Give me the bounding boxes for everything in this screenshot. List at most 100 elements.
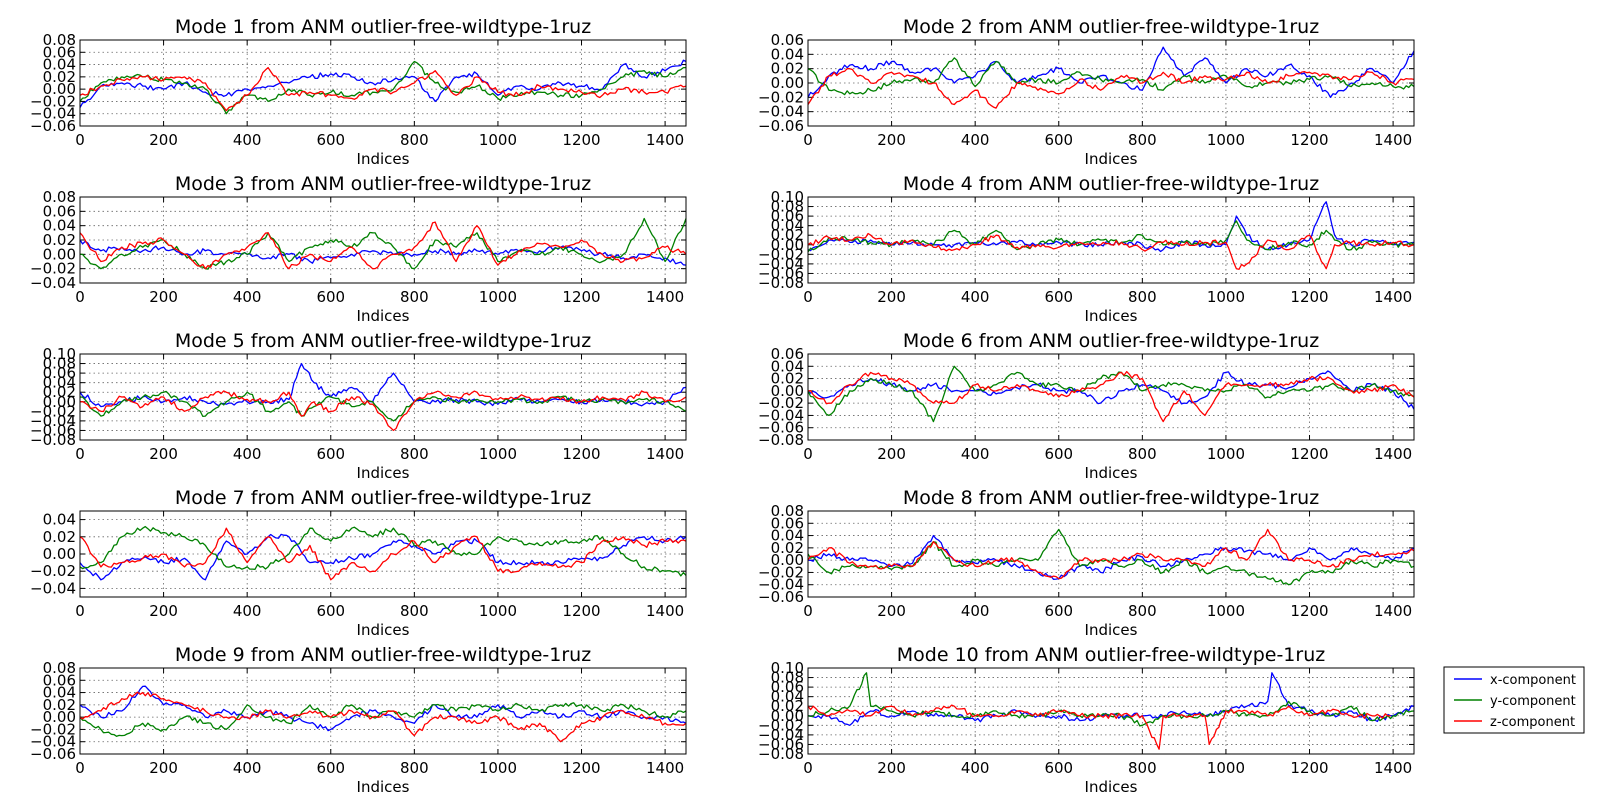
x-tick-label: 400 bbox=[233, 131, 262, 149]
subplot-title: Mode 1 from ANM outlier-free-wildtype-1r… bbox=[175, 16, 591, 38]
y-tick-label: 0.02 bbox=[771, 697, 804, 715]
y-tick-label: −0.02 bbox=[30, 92, 76, 110]
x-tick-label: 1200 bbox=[562, 602, 600, 620]
y-tick-label: 0.06 bbox=[771, 207, 804, 225]
y-tick-label: −0.04 bbox=[758, 576, 804, 594]
x-axis-label: Indices bbox=[1085, 307, 1138, 325]
plot-frame bbox=[807, 510, 1415, 598]
y-tick-label: 0.04 bbox=[771, 688, 804, 706]
y-tick-label: −0.04 bbox=[758, 255, 804, 273]
x-tick-label: 1400 bbox=[646, 445, 684, 463]
plot-frame bbox=[79, 39, 687, 127]
y-tick-label: 0.02 bbox=[43, 231, 76, 249]
x-tick-label: 1200 bbox=[562, 445, 600, 463]
x-tick-label: 1200 bbox=[1290, 602, 1328, 620]
x-tick-label: 600 bbox=[1044, 131, 1073, 149]
subplot-title: Mode 9 from ANM outlier-free-wildtype-1r… bbox=[175, 644, 591, 666]
series-line-x-component bbox=[807, 46, 1415, 98]
y-tick-label: 0.06 bbox=[771, 678, 804, 696]
subplot-mode-10: 0.100.080.060.040.020.00−0.02−0.04−0.06−… bbox=[758, 644, 1415, 796]
x-tick-label: 800 bbox=[400, 445, 429, 463]
x-tick-label: 1400 bbox=[646, 131, 684, 149]
plot-area bbox=[80, 40, 686, 126]
y-tick-label: 0.00 bbox=[43, 545, 76, 563]
y-tick-label: 0.04 bbox=[771, 357, 804, 375]
x-tick-label: 0 bbox=[803, 602, 813, 620]
series-line-z-component bbox=[807, 232, 1415, 270]
x-tick-label: 1400 bbox=[1374, 602, 1412, 620]
y-tick-label: −0.08 bbox=[758, 745, 804, 763]
y-tick-label: −0.02 bbox=[30, 562, 76, 580]
x-tick-label: 800 bbox=[1128, 445, 1157, 463]
y-tick-label: −0.04 bbox=[30, 412, 76, 430]
y-tick-label: −0.06 bbox=[758, 735, 804, 753]
subplot-title: Mode 6 from ANM outlier-free-wildtype-1r… bbox=[903, 330, 1319, 352]
y-tick-label: 0.06 bbox=[43, 43, 76, 61]
y-tick-label: 0.00 bbox=[771, 382, 804, 400]
y-tick-label: 0.04 bbox=[43, 684, 76, 702]
y-tick-label: 0.04 bbox=[771, 45, 804, 63]
plot-area bbox=[808, 511, 1414, 597]
x-tick-label: 1200 bbox=[562, 288, 600, 306]
y-tick-label: −0.06 bbox=[758, 117, 804, 135]
y-tick-label: 0.02 bbox=[771, 370, 804, 388]
x-tick-label: 1200 bbox=[562, 131, 600, 149]
x-tick-label: 400 bbox=[233, 445, 262, 463]
series-line-z-component bbox=[79, 390, 687, 432]
x-tick-label: 200 bbox=[877, 445, 906, 463]
y-tick-label: −0.02 bbox=[758, 716, 804, 734]
x-tick-label: 0 bbox=[75, 288, 85, 306]
subplot-mode-9: 0.080.060.040.020.00−0.02−0.04−0.060 200 4… bbox=[30, 644, 687, 796]
x-tick-label: 600 bbox=[316, 445, 345, 463]
plot-frame bbox=[79, 196, 687, 284]
subplot-mode-3: 0.080.060.040.020.00−0.02−0.040 200 400 600… bbox=[30, 173, 687, 325]
y-tick-label: 0.04 bbox=[771, 527, 804, 545]
x-tick-label: 1000 bbox=[1207, 602, 1245, 620]
y-tick-label: 0.04 bbox=[43, 56, 76, 74]
x-tick-label: 1400 bbox=[646, 602, 684, 620]
x-tick-label: 0 bbox=[75, 445, 85, 463]
y-tick-label: 0.08 bbox=[43, 188, 76, 206]
y-tick-label: 0.04 bbox=[43, 511, 76, 529]
y-tick-label: −0.02 bbox=[758, 563, 804, 581]
x-tick-label: 400 bbox=[961, 131, 990, 149]
series-line-y-component bbox=[807, 365, 1415, 423]
y-tick-label: 0.02 bbox=[43, 696, 76, 714]
x-tick-label: 200 bbox=[877, 288, 906, 306]
x-axis-label: Indices bbox=[1085, 150, 1138, 168]
x-tick-label: 1000 bbox=[1207, 131, 1245, 149]
y-tick-label: −0.06 bbox=[758, 264, 804, 282]
plot-frame bbox=[79, 667, 687, 755]
x-tick-label: 1400 bbox=[1374, 288, 1412, 306]
x-tick-label: 1200 bbox=[562, 759, 600, 777]
x-tick-label: 1200 bbox=[1290, 288, 1328, 306]
y-tick-label: −0.08 bbox=[758, 431, 804, 449]
x-tick-label: 800 bbox=[400, 288, 429, 306]
legend-label: y-component bbox=[1490, 694, 1576, 709]
y-tick-label: 0.08 bbox=[771, 669, 804, 687]
series-line-z-component bbox=[807, 704, 1391, 750]
legend-label: z-component bbox=[1490, 715, 1575, 730]
series-line-y-component bbox=[79, 702, 687, 737]
x-tick-label: 800 bbox=[400, 759, 429, 777]
y-tick-label: −0.02 bbox=[30, 720, 76, 738]
y-tick-label: 0.08 bbox=[43, 659, 76, 677]
x-tick-label: 0 bbox=[803, 288, 813, 306]
y-tick-label: 0.02 bbox=[771, 539, 804, 557]
subplot-title: Mode 8 from ANM outlier-free-wildtype-1r… bbox=[903, 487, 1319, 509]
x-tick-label: 800 bbox=[400, 602, 429, 620]
plot-frame bbox=[807, 353, 1415, 441]
x-tick-label: 1000 bbox=[479, 759, 517, 777]
x-tick-label: 400 bbox=[961, 602, 990, 620]
y-tick-label: 0.00 bbox=[43, 393, 76, 411]
series-line-z-component bbox=[79, 527, 687, 581]
series-line-y-component bbox=[79, 525, 687, 577]
x-axis-label: Indices bbox=[1085, 621, 1138, 639]
x-tick-label: 400 bbox=[961, 445, 990, 463]
subplot-mode-2: 0.060.040.020.00−0.02−0.04−0.060 200 400 60… bbox=[758, 16, 1415, 168]
plot-frame bbox=[807, 39, 1415, 127]
series-line-x-component bbox=[807, 534, 1415, 580]
y-tick-label: −0.02 bbox=[758, 245, 804, 263]
x-tick-label: 600 bbox=[1044, 288, 1073, 306]
